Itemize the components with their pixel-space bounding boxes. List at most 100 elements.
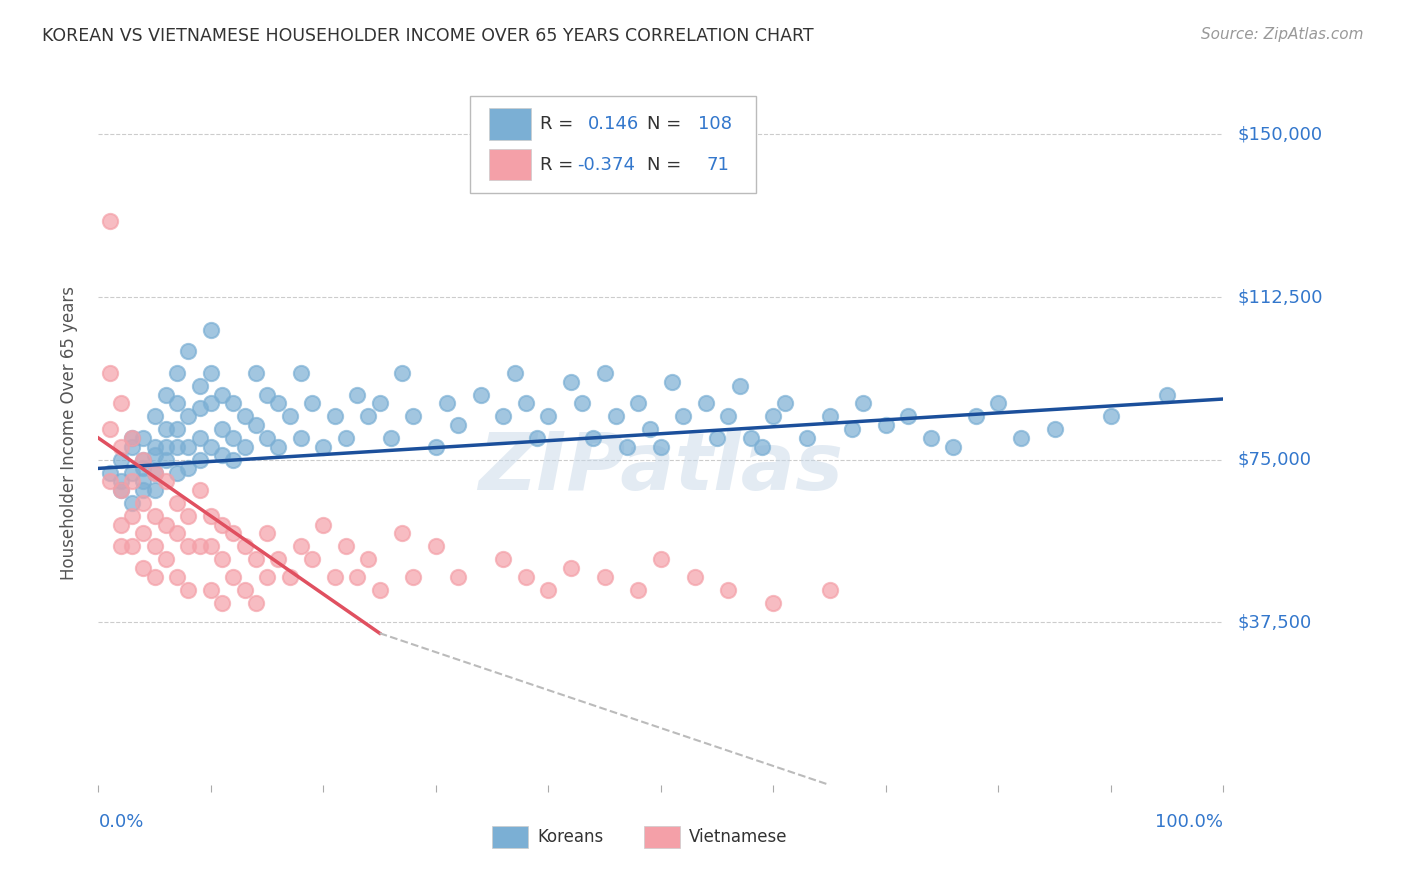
Point [818,582,841,597]
Point [312,517,335,532]
Point [672,409,695,424]
Point [751,440,773,454]
Point [188,401,211,415]
Point [132,496,155,510]
Point [762,596,785,610]
Text: $37,500: $37,500 [1237,614,1312,632]
Point [222,526,245,541]
Point [346,387,368,401]
Text: 71: 71 [707,156,730,174]
Point [368,396,391,410]
Point [436,396,458,410]
Point [256,570,278,584]
Point [166,396,188,410]
Point [166,440,188,454]
Point [290,431,312,445]
Point [155,552,177,566]
Point [346,570,368,584]
Point [177,582,200,597]
Point [987,396,1010,410]
Point [942,440,965,454]
Point [110,483,132,497]
Point [211,517,233,532]
Point [233,540,256,554]
Point [121,540,143,554]
Point [323,409,346,424]
Point [492,409,515,424]
Point [132,475,155,489]
Point [357,552,380,566]
Point [560,561,582,575]
Point [762,409,785,424]
Text: Source: ZipAtlas.com: Source: ZipAtlas.com [1201,27,1364,42]
Point [402,409,425,424]
Bar [489,108,531,140]
Point [773,396,796,410]
Point [166,366,188,380]
Text: N =: N = [647,156,682,174]
Point [132,431,155,445]
Point [177,461,200,475]
Point [582,431,605,445]
Point [323,570,346,584]
Bar [492,826,529,848]
Point [177,509,200,524]
Point [515,570,537,584]
Point [132,526,155,541]
Point [155,440,177,454]
Point [222,396,245,410]
Point [211,449,233,463]
Point [503,366,526,380]
Point [166,496,188,510]
Point [897,409,920,424]
Point [650,440,672,454]
Point [695,396,717,410]
Point [143,540,166,554]
Point [290,366,312,380]
Point [200,509,222,524]
Point [110,396,132,410]
Point [425,440,447,454]
Point [155,452,177,467]
Point [143,483,166,497]
Point [143,440,166,454]
Point [357,409,380,424]
Point [121,496,143,510]
Point [290,540,312,554]
Point [121,440,143,454]
Point [143,509,166,524]
Point [256,526,278,541]
Point [188,431,211,445]
Point [661,375,683,389]
Text: N =: N = [647,115,682,133]
Point [143,466,166,480]
Text: 100.0%: 100.0% [1156,814,1223,831]
Point [380,431,402,445]
Point [717,582,740,597]
Point [188,540,211,554]
Point [132,483,155,497]
Point [155,475,177,489]
Point [571,396,593,410]
Point [166,466,188,480]
Point [593,366,616,380]
Point [537,409,560,424]
Bar [489,149,531,180]
Point [650,552,672,566]
Point [368,582,391,597]
Point [301,396,323,410]
Point [121,431,143,445]
Point [155,422,177,436]
Point [683,570,706,584]
Point [98,475,121,489]
Point [132,461,155,475]
Point [132,452,155,467]
Point [312,440,335,454]
Point [267,552,290,566]
Point [335,540,357,554]
Point [110,540,132,554]
Point [447,570,470,584]
Point [222,570,245,584]
FancyBboxPatch shape [470,95,756,193]
Point [166,422,188,436]
